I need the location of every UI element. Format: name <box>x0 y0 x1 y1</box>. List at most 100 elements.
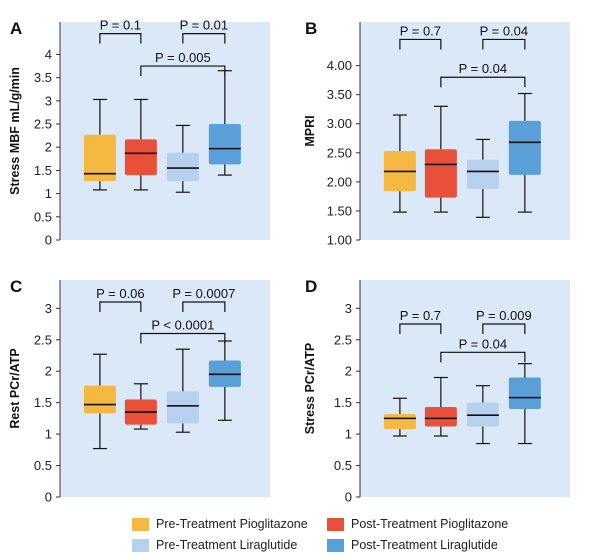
legend-label-post-liraglutide: Post-Treatment Liraglutide <box>351 538 498 552</box>
bracket-line <box>399 38 442 50</box>
significance-bracket: P = 0.0007 <box>172 286 235 313</box>
p-value-label: P = 0.0007 <box>172 286 235 301</box>
legend-label-pre-liraglutide: Pre-Treatment Liraglutide <box>156 538 298 552</box>
significance-bracket: P = 0.7 <box>399 308 442 335</box>
y-tick-label: 1 <box>45 186 52 201</box>
y-tick-label: 2.5 <box>34 332 52 347</box>
box-2 <box>424 376 457 437</box>
box-iqr <box>508 120 541 175</box>
panel-a: A 0 0.5 1 1.5 2 2.5 3 3.5 4 Stress MBF mL/g/min P =… <box>8 18 270 248</box>
significance-bracket: P = 0.005 <box>140 50 226 77</box>
panel-letter: C <box>10 277 22 296</box>
y-tick-label: 1.50 <box>327 203 352 218</box>
significance-bracket: P = 0.04 <box>440 61 526 88</box>
p-value-label: P = 0.7 <box>400 308 441 323</box>
box-1 <box>83 98 116 191</box>
box-iqr <box>208 124 241 165</box>
bracket-line <box>182 32 226 44</box>
legend-swatch-pre-pioglitazone <box>132 517 149 531</box>
bracket-line <box>182 301 226 313</box>
bracket-line <box>99 32 142 44</box>
box-iqr <box>83 134 116 182</box>
y-tick-label: 3.50 <box>327 87 352 102</box>
panel-letter: B <box>305 19 317 38</box>
y-tick-label: 2.5 <box>334 332 352 347</box>
y-axis-label: Stress PCr/ATP <box>303 343 317 434</box>
box-1 <box>383 397 416 437</box>
box-1 <box>83 353 116 450</box>
box-4 <box>508 92 541 213</box>
box-3 <box>466 385 499 445</box>
box-iqr <box>166 391 199 424</box>
y-tick-label: 2 <box>45 140 52 155</box>
box-iqr <box>383 413 416 430</box>
p-value-label: P = 0.01 <box>180 18 229 33</box>
legend-item-pre-pioglitazone: Pre-Treatment Pioglitazone <box>132 517 308 531</box>
significance-bracket: P = 0.009 <box>476 308 532 335</box>
bracket-line <box>482 38 526 50</box>
y-tick-label: 1 <box>45 427 52 442</box>
y-tick-label: 4.00 <box>327 58 352 73</box>
bracket-line <box>140 332 226 344</box>
legend-label-post-pioglitazone: Post-Treatment Pioglitazone <box>351 517 509 531</box>
p-value-label: P = 0.7 <box>400 23 441 38</box>
significance-bracket: P = 0.04 <box>440 336 526 363</box>
p-value-label: P = 0.009 <box>476 308 532 323</box>
panel-letter: D <box>305 277 317 296</box>
box-2 <box>424 105 457 213</box>
box-2 <box>124 383 157 430</box>
p-value-label: P = 0.04 <box>459 61 508 76</box>
panel-c: C 0 0.5 1 1.5 2 2.5 3 Rest PCr/ATP P = 0.06 P = 0.… <box>8 277 270 505</box>
bracket-line <box>399 323 442 335</box>
y-tick-label: 0.5 <box>34 209 52 224</box>
box-1 <box>383 114 416 213</box>
y-tick-label: 3 <box>345 301 352 316</box>
panel-d: D 0 0.5 1 1.5 2 2.5 3 Stress PCr/ATP P = 0.7 P = 0… <box>303 277 570 505</box>
panel-b: B 1.00 1.50 2.00 2.50 3.00 3.50 4.00 MPRI P = 0.7… <box>303 19 570 248</box>
y-tick-label: 2.50 <box>327 145 352 160</box>
y-tick-label: 0 <box>45 490 52 505</box>
box-iqr <box>424 149 457 198</box>
y-tick-label: 3.5 <box>34 70 52 85</box>
y-tick-label: 0 <box>345 490 352 505</box>
y-tick-label: 0.5 <box>334 458 352 473</box>
y-axis-label: Rest PCr/ATP <box>8 348 22 428</box>
p-value-label: P = 0.005 <box>155 50 211 65</box>
y-tick-label: 4 <box>45 47 52 62</box>
y-tick-label: 1.00 <box>327 233 352 248</box>
box-iqr <box>166 152 199 182</box>
bracket-line <box>99 301 142 313</box>
y-axis-label: Stress MBF mL/g/min <box>8 67 22 195</box>
y-tick-label: 2 <box>45 364 52 379</box>
bracket-line <box>140 65 226 77</box>
box-iqr <box>424 407 457 427</box>
bracket-line <box>440 76 526 88</box>
significance-bracket: P = 0.7 <box>399 23 442 50</box>
box-4 <box>508 363 541 445</box>
box-4 <box>208 70 241 176</box>
legend-swatch-post-liraglutide <box>327 538 344 552</box>
box-2 <box>124 98 157 191</box>
legend-label-pre-pioglitazone: Pre-Treatment Pioglitazone <box>156 517 308 531</box>
y-tick-label: 3 <box>45 93 52 108</box>
legend-item-pre-liraglutide: Pre-Treatment Liraglutide <box>132 538 297 552</box>
legend-swatch-pre-liraglutide <box>132 538 149 552</box>
y-axis-label: MPRI <box>303 115 317 146</box>
y-tick-label: 2.00 <box>327 174 352 189</box>
significance-bracket: P < 0.0001 <box>140 317 226 344</box>
p-value-label: P = 0.04 <box>459 336 508 351</box>
box-iqr <box>83 385 116 414</box>
legend-item-post-pioglitazone: Post-Treatment Pioglitazone <box>327 517 508 531</box>
legend: Pre-Treatment Pioglitazone Post-Treatmen… <box>0 505 600 560</box>
y-tick-label: 1 <box>345 427 352 442</box>
significance-bracket: P = 0.06 <box>96 286 145 313</box>
y-tick-label: 0.5 <box>34 458 52 473</box>
box-iqr <box>508 377 541 409</box>
y-tick-label: 2.5 <box>34 117 52 132</box>
panel-letter: A <box>10 19 22 38</box>
y-tick-label: 1.5 <box>34 395 52 410</box>
legend-item-post-liraglutide: Post-Treatment Liraglutide <box>327 538 498 552</box>
box-iqr <box>124 139 157 176</box>
y-tick-label: 3 <box>45 301 52 316</box>
